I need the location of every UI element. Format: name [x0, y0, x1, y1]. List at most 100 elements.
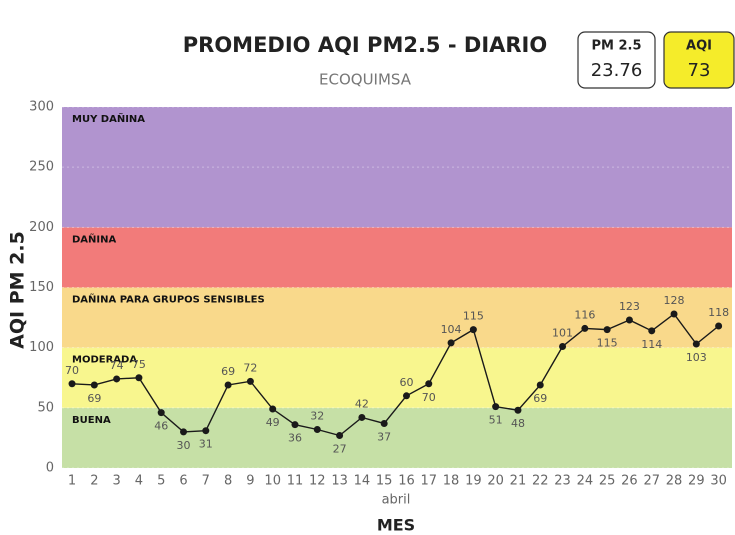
aqi-band	[62, 287, 732, 348]
x-tick-label: 1	[68, 474, 76, 489]
y-tick-label: 200	[29, 220, 54, 235]
band-label: BUENA	[72, 415, 111, 426]
x-tick-label: 30	[710, 474, 727, 489]
data-point	[670, 310, 678, 318]
data-point	[202, 427, 210, 435]
data-label: 103	[686, 351, 707, 364]
data-point	[469, 326, 477, 334]
data-label: 69	[87, 392, 101, 405]
x-axis-sublabel: abril	[382, 493, 411, 508]
aqi-band	[62, 227, 732, 288]
x-tick-label: 13	[331, 474, 348, 489]
data-point	[536, 381, 544, 389]
x-tick-label: 26	[621, 474, 638, 489]
data-point	[380, 419, 388, 427]
data-point	[425, 380, 433, 388]
data-point	[180, 428, 188, 436]
y-tick-label: 100	[29, 340, 54, 355]
data-label: 101	[552, 326, 573, 339]
band-label: DAÑINA PARA GRUPOS SENSIBLES	[72, 293, 265, 306]
band-label: DAÑINA	[72, 232, 116, 245]
x-tick-label: 11	[287, 474, 304, 489]
data-label: 46	[154, 420, 168, 433]
data-point	[336, 432, 344, 440]
data-label: 123	[619, 300, 640, 313]
data-label: 31	[199, 438, 213, 451]
data-point	[692, 340, 700, 348]
data-label: 30	[177, 439, 191, 452]
data-point	[291, 421, 299, 429]
x-tick-label: 21	[510, 474, 527, 489]
data-point	[269, 405, 277, 413]
data-label: 104	[441, 323, 462, 336]
data-point	[135, 374, 143, 382]
data-label: 69	[221, 365, 235, 378]
data-point	[559, 342, 567, 350]
x-tick-label: 3	[112, 474, 120, 489]
y-tick-label: 50	[37, 400, 54, 415]
x-tick-label: 22	[532, 474, 549, 489]
data-label: 49	[266, 416, 280, 429]
x-tick-label: 27	[643, 474, 660, 489]
band-label: MUY DAÑINA	[72, 112, 145, 125]
x-tick-label: 5	[157, 474, 165, 489]
data-label: 51	[489, 414, 503, 427]
data-label: 48	[511, 417, 525, 430]
data-label: 32	[310, 409, 324, 422]
data-point	[313, 425, 321, 433]
data-line	[71, 312, 720, 437]
data-point	[113, 375, 121, 383]
kpi-label: PM 2.5	[591, 39, 641, 54]
kpi-card	[663, 31, 735, 89]
data-label: 70	[65, 364, 79, 377]
data-label: 27	[333, 443, 347, 456]
data-point	[648, 327, 656, 335]
x-tick-label: 7	[202, 474, 210, 489]
y-tick-label: 150	[29, 280, 54, 295]
x-tick-label: 8	[224, 474, 232, 489]
chart-title: PROMEDIO AQI PM2.5 - DIARIO	[183, 33, 547, 57]
y-tick-label: 300	[29, 100, 54, 115]
x-tick-label: 19	[465, 474, 482, 489]
band-label: MODERADA	[72, 355, 137, 366]
data-label: 75	[132, 358, 146, 371]
kpi-label: AQI	[686, 39, 712, 54]
x-tick-label: 4	[135, 474, 143, 489]
kpi-value: 73	[688, 60, 711, 81]
data-point	[358, 413, 366, 421]
x-tick-label: 28	[666, 474, 683, 489]
data-label: 36	[288, 432, 302, 445]
data-label: 37	[377, 430, 391, 443]
x-tick-label: 25	[599, 474, 616, 489]
data-point	[68, 380, 76, 388]
data-label: 74	[110, 359, 124, 372]
y-tick-label: 250	[29, 160, 54, 175]
data-label: 115	[597, 337, 618, 350]
x-tick-label: 12	[309, 474, 326, 489]
x-tick-label: 2	[90, 474, 98, 489]
data-label: 115	[463, 310, 484, 323]
data-point	[514, 406, 522, 414]
data-label: 60	[399, 376, 413, 389]
x-axis-label: MES	[377, 516, 415, 535]
x-tick-label: 24	[577, 474, 594, 489]
aqi-band	[62, 347, 732, 408]
data-label: 72	[243, 361, 257, 374]
x-tick-label: 15	[376, 474, 393, 489]
x-tick-label: 14	[354, 474, 371, 489]
data-label: 118	[708, 306, 729, 319]
data-label: 128	[664, 294, 685, 307]
x-tick-label: 18	[443, 474, 460, 489]
data-point	[90, 381, 98, 389]
data-point	[603, 326, 611, 334]
kpi-value: 23.76	[591, 60, 643, 81]
x-tick-label: 23	[554, 474, 571, 489]
data-point	[447, 339, 455, 347]
chart-subtitle: ECOQUIMSA	[319, 71, 412, 89]
data-point	[492, 403, 500, 411]
data-label: 116	[574, 308, 595, 321]
data-point	[715, 322, 723, 330]
data-point	[581, 324, 589, 332]
kpi-card	[577, 31, 656, 89]
x-tick-label: 16	[398, 474, 415, 489]
